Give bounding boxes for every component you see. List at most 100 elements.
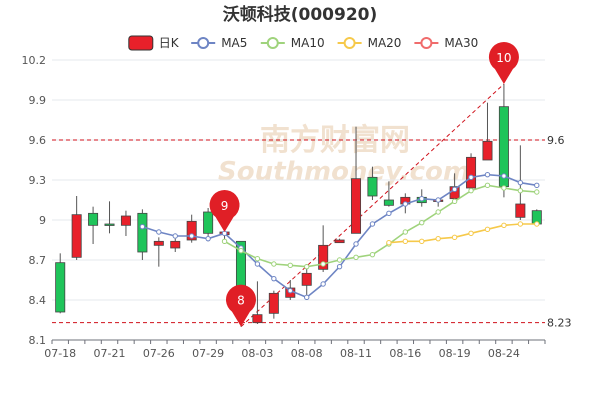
candle-body [55, 262, 66, 313]
ma5-point [419, 195, 425, 202]
ma20-point [451, 234, 458, 241]
ma5-point [271, 275, 277, 282]
reference-line-label: 8.23 [547, 317, 572, 330]
ma5-point [336, 263, 343, 270]
candle [383, 181, 394, 207]
ma5-point [402, 201, 409, 207]
price-markers: 9 8 10 [209, 42, 519, 327]
ma10-point [271, 261, 277, 267]
watermark-en: Southmoney.com [218, 157, 470, 187]
ma5-point [517, 179, 524, 186]
legend-marker-icon [420, 37, 433, 49]
candle-body [120, 215, 131, 226]
watermark: 南方财富网 Southmoney.com [218, 123, 470, 187]
ma10-point [369, 251, 376, 258]
ma5-point [501, 173, 507, 179]
legend-item-k: 日K [128, 35, 180, 51]
legend-marker-icon [343, 37, 356, 49]
ma20-line [388, 223, 537, 244]
candle [301, 266, 312, 300]
candle-body [466, 156, 477, 189]
legend-label: MA30 [444, 36, 478, 50]
ma5-point [304, 294, 310, 301]
ma10-point [451, 198, 458, 205]
x-tick-label: 08-08 [291, 347, 323, 360]
ma5-point [353, 241, 359, 247]
ma10-point [221, 238, 228, 245]
trend-line [240, 83, 505, 328]
ma20-point [534, 221, 540, 227]
candle-body [301, 272, 312, 286]
candle-body [71, 214, 82, 258]
ma20-point [419, 238, 425, 245]
y-tick-label: 8.7 [29, 254, 47, 267]
ma20-point [435, 235, 441, 242]
candle [252, 281, 263, 324]
candle-body [334, 239, 345, 244]
candle-body [88, 212, 99, 226]
legend: 日K MA5 MA10 MA20 MA30 [128, 35, 478, 51]
ma20-point [517, 221, 524, 227]
legend-label: MA20 [368, 36, 402, 50]
y-tick-label: 8.1 [29, 334, 47, 347]
ma10-point [320, 261, 326, 267]
price-pin: 10 [488, 42, 519, 84]
ma20-point [484, 226, 491, 233]
x-tick-label: 08-24 [488, 347, 520, 360]
reference-lines: 9.6 8.23 [52, 134, 572, 330]
candle-body [367, 176, 378, 197]
legend-item-ma30: MA30 [414, 36, 478, 50]
y-tick-label: 9.3 [29, 174, 47, 187]
y-tick-label: 8.4 [29, 294, 47, 307]
x-tick-label: 07-21 [94, 347, 126, 360]
ma10-line [224, 184, 537, 268]
candle-body [104, 223, 115, 226]
x-tick-label: 08-16 [389, 347, 421, 360]
x-tick-label: 07-18 [44, 347, 76, 360]
ma5-point [451, 186, 458, 193]
ma20-point [501, 222, 507, 229]
price-pin-label: 9 [221, 199, 229, 213]
candle-body [252, 314, 263, 324]
x-tick-label: 08-11 [340, 347, 372, 360]
ma5-point [254, 261, 261, 267]
moving-average-lines [139, 171, 540, 301]
x-tick-label: 07-29 [192, 347, 224, 360]
candle [367, 166, 378, 200]
ma5-point [188, 233, 195, 239]
candle-body [318, 244, 329, 270]
ma5-point [287, 287, 293, 294]
ma5-point [468, 174, 474, 181]
price-pin: 8 [225, 284, 256, 327]
ma5-point [205, 235, 211, 242]
ma5-point [484, 171, 491, 178]
ma10-point [402, 229, 409, 235]
ma10-point [517, 187, 524, 194]
ma10-point [435, 209, 441, 215]
candle [88, 206, 99, 244]
ma5-point [534, 182, 540, 189]
price-pin-shape [225, 284, 256, 327]
x-tick-label: 07-26 [143, 347, 175, 360]
ma10-point [336, 257, 343, 263]
legend-label: MA5 [221, 36, 247, 50]
candle-body [351, 178, 362, 234]
price-pin-label: 8 [237, 294, 245, 308]
legend-label: MA10 [291, 36, 325, 50]
ma5-point [435, 197, 441, 203]
ma5-point [320, 281, 326, 287]
candle [170, 238, 181, 252]
ma10-point [287, 262, 293, 269]
x-axis: 07-18 07-21 07-26 07-29 08-03 08-08 08-11 08-16… [44, 339, 546, 360]
candle-body [515, 203, 526, 218]
candle [268, 290, 279, 319]
candle-body [203, 211, 214, 234]
legend-label: 日K [159, 36, 180, 50]
ma5-point [172, 233, 178, 239]
ma5-point [139, 223, 146, 230]
trend-line-segment [240, 83, 505, 328]
price-pin: 9 [209, 190, 240, 232]
ma5-point [369, 221, 376, 227]
candle [153, 237, 164, 267]
